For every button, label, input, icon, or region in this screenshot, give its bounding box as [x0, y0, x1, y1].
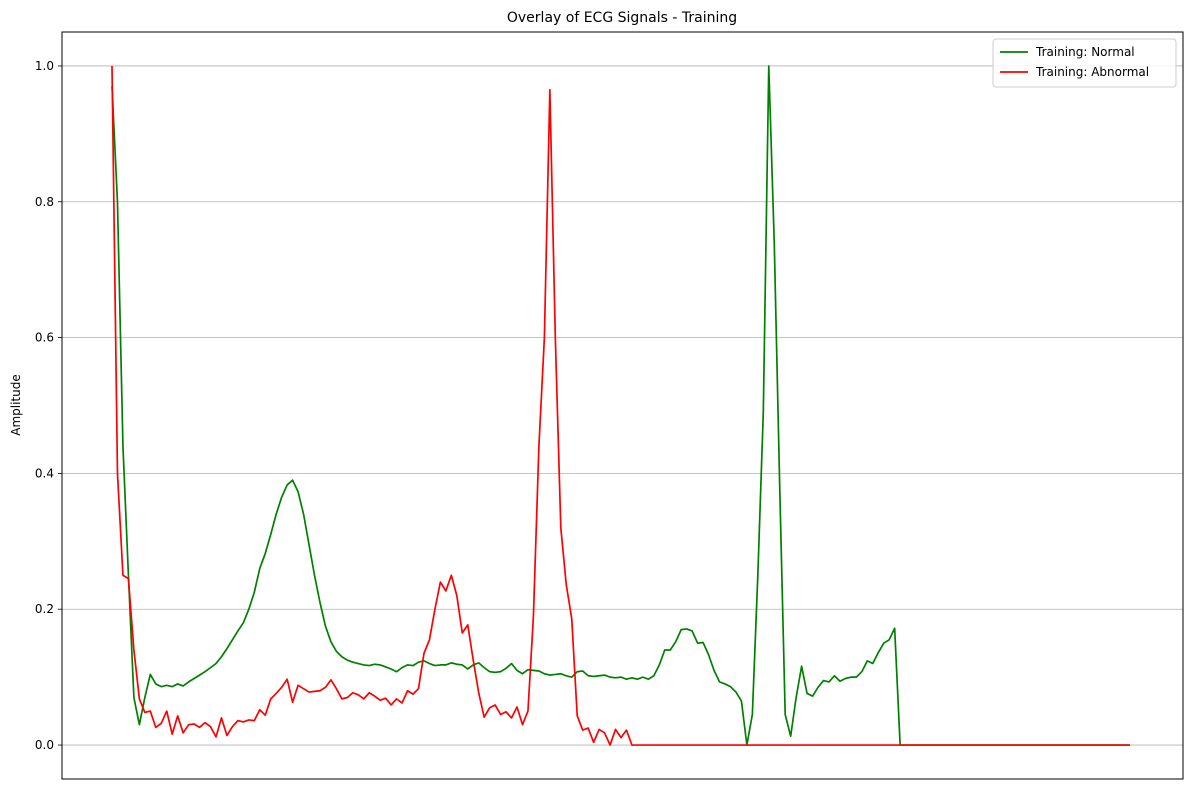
- plot-frame: [61, 31, 1184, 780]
- y-tick-label: 0.0: [35, 738, 54, 752]
- series-line-normal: [111, 65, 1130, 746]
- y-tick-label: 0.2: [35, 602, 54, 616]
- y-axis-label: Amplitude: [9, 374, 23, 436]
- y-tick-label: 1.0: [35, 59, 54, 73]
- y-tick-label: 0.4: [35, 466, 54, 480]
- legend: Training: Normal Training: Abnormal: [992, 38, 1177, 88]
- y-ticks: 0.0 0.2 0.4 0.6 0.8 1.0: [35, 59, 62, 752]
- y-tick-label: 0.6: [35, 331, 54, 345]
- series-lines: [111, 65, 1130, 746]
- legend-label: Training: Normal: [1035, 45, 1135, 59]
- legend-label: Training: Abnormal: [1035, 65, 1149, 79]
- chart-title: Overlay of ECG Signals - Training: [507, 10, 737, 26]
- series-line-abnormal: [111, 65, 1130, 746]
- legend-box: [992, 38, 1177, 88]
- y-tick-label: 0.8: [35, 195, 54, 209]
